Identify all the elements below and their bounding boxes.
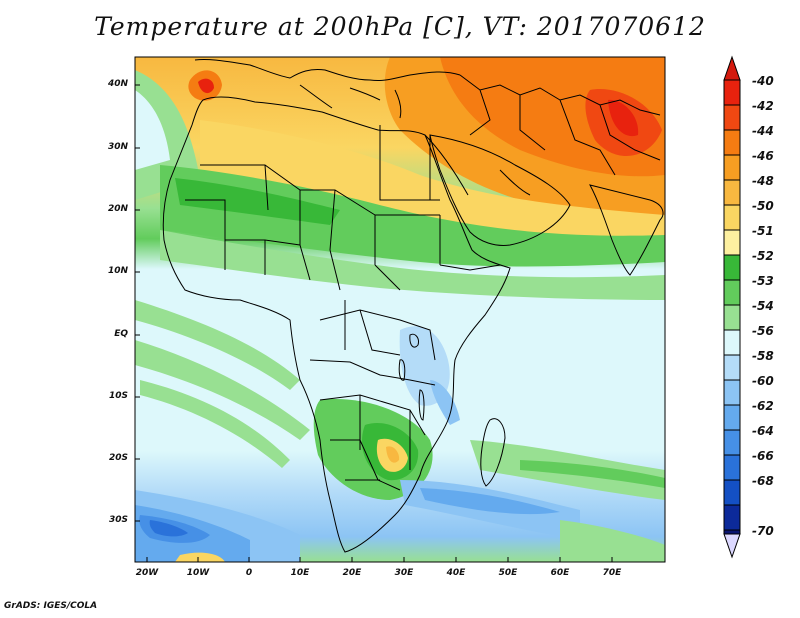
colorbar-segment — [723, 79, 741, 106]
colorbar-over-arrow — [723, 55, 741, 81]
colorbar-segment — [723, 404, 741, 431]
temperature-field — [135, 57, 665, 562]
colorbar — [723, 55, 741, 559]
lat-label: 40N — [107, 79, 128, 89]
colorbar-label: -66 — [752, 449, 774, 463]
colorbar-label: -64 — [752, 424, 774, 438]
colorbar-segment — [723, 104, 741, 131]
colorbar-label: -56 — [752, 324, 774, 338]
lat-label: 10S — [108, 391, 128, 401]
lon-label: 10W — [186, 568, 210, 578]
lon-label: 20E — [342, 568, 362, 578]
colorbar-segment — [723, 179, 741, 206]
lon-label: 50E — [498, 568, 518, 578]
africa-coastline — [162, 96, 511, 553]
colorbar-label: -51 — [752, 224, 774, 238]
colorbar-label: -62 — [752, 399, 774, 413]
lon-label: 60E — [550, 568, 570, 578]
lon-label: 70E — [602, 568, 622, 578]
india-coastline — [589, 184, 664, 276]
colorbar-segment — [723, 329, 741, 356]
grads-credit: GrADS: IGES/COLA — [4, 601, 98, 611]
lat-label: 30S — [108, 515, 128, 525]
europe-coastline — [194, 59, 461, 81]
colorbar-segment — [723, 504, 741, 531]
lon-label: 20W — [135, 568, 159, 578]
colorbar-segment — [723, 354, 741, 381]
colorbar-label: -70 — [752, 524, 774, 538]
colorbar-label: -50 — [752, 199, 774, 213]
colorbar-label: -53 — [752, 274, 774, 288]
colorbar-segment — [723, 304, 741, 331]
colorbar-segment — [723, 154, 741, 181]
colorbar-label: -44 — [752, 124, 774, 138]
colorbar-segment — [723, 129, 741, 156]
colorbar-label: -48 — [752, 174, 774, 188]
lon-label: 40E — [446, 568, 466, 578]
colorbar-label: -54 — [752, 299, 774, 313]
colorbar-label: -60 — [752, 374, 774, 388]
plot-frame — [134, 56, 666, 563]
colorbar-label: -40 — [752, 74, 774, 88]
lon-label: 10E — [290, 568, 310, 578]
lon-label: 0 — [245, 568, 253, 578]
colorbar-label: -42 — [752, 99, 774, 113]
colorbar-segment — [723, 529, 741, 535]
colorbar-segment — [723, 229, 741, 256]
arabia-coastline — [429, 134, 571, 246]
colorbar-label: -68 — [752, 474, 774, 488]
lat-label: 10N — [107, 266, 128, 276]
colorbar-under-arrow — [723, 533, 741, 559]
lat-label: EQ — [114, 329, 128, 339]
colorbar-label: -46 — [752, 149, 774, 163]
madagascar-coastline — [480, 418, 506, 487]
axis-ticks — [135, 84, 613, 562]
coastlines-and-borders — [162, 59, 664, 553]
colorbar-segment — [723, 479, 741, 506]
lon-label: 30E — [394, 568, 414, 578]
colorbar-label: -58 — [752, 349, 774, 363]
colorbar-segment — [723, 454, 741, 481]
colorbar-segment — [723, 429, 741, 456]
colorbar-label: -52 — [752, 249, 774, 263]
map-title: Temperature at 200hPa [C], VT: 201707061… — [94, 12, 706, 41]
lat-label: 30N — [107, 142, 128, 152]
colorbar-segment — [723, 254, 741, 281]
lat-label: 20S — [108, 453, 128, 463]
colorbar-segment — [723, 279, 741, 306]
colorbar-segment — [723, 379, 741, 406]
lat-label: 20N — [107, 204, 128, 214]
colorbar-segment — [723, 204, 741, 231]
